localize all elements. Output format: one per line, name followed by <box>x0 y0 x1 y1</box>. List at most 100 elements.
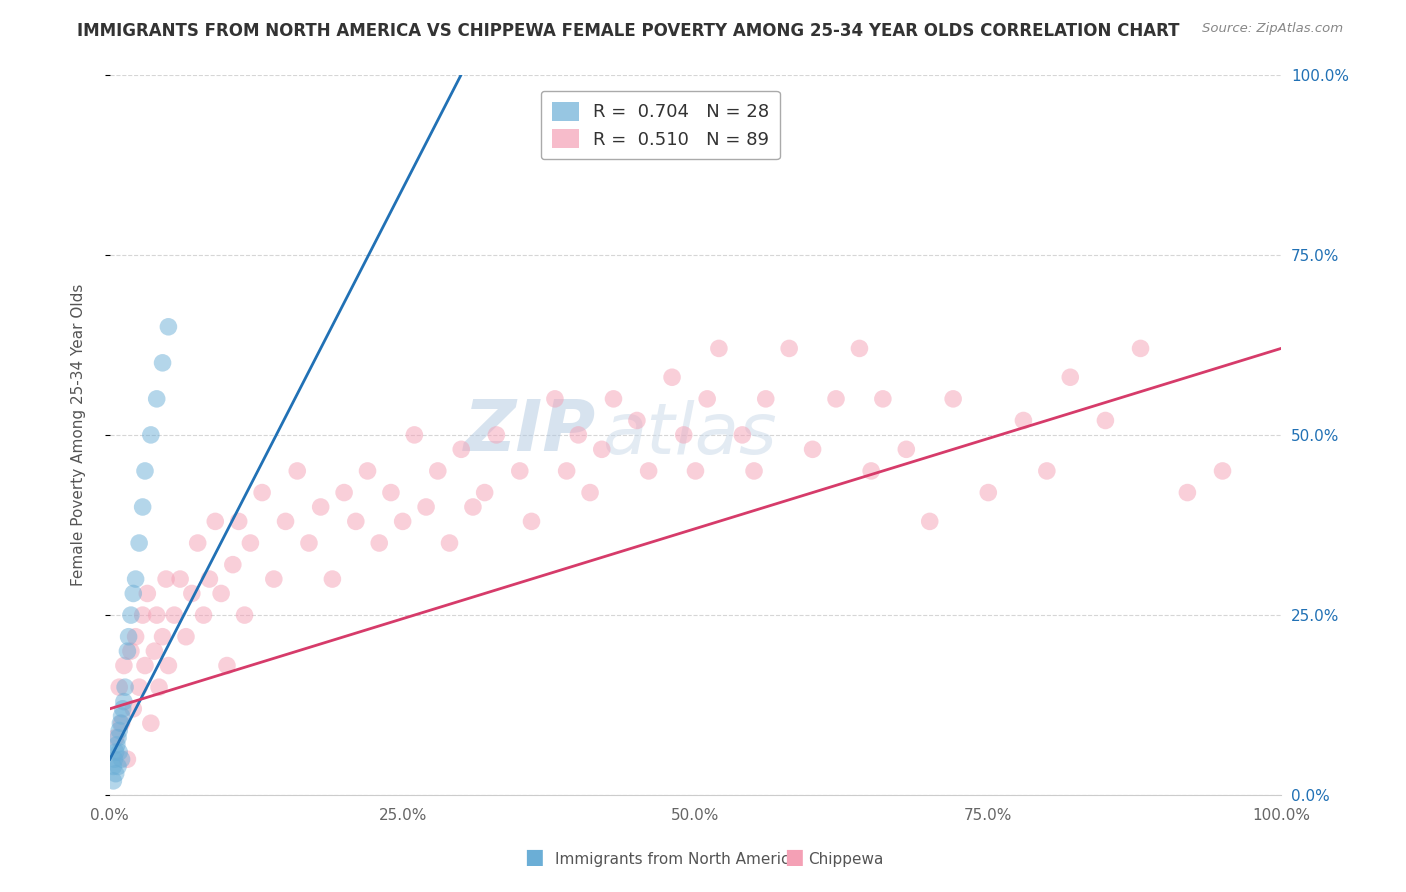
Point <box>104 731 127 745</box>
Point <box>485 428 508 442</box>
Point <box>110 716 132 731</box>
Point <box>155 572 177 586</box>
Point <box>139 716 162 731</box>
Point <box>250 485 273 500</box>
Point <box>263 572 285 586</box>
Point <box>544 392 567 406</box>
Point <box>742 464 765 478</box>
Point <box>105 738 128 752</box>
Point <box>114 680 136 694</box>
Point <box>626 413 648 427</box>
Point <box>209 586 232 600</box>
Point <box>1177 485 1199 500</box>
Point <box>637 464 659 478</box>
Point <box>163 608 186 623</box>
Point <box>128 536 150 550</box>
Point <box>157 319 180 334</box>
Point <box>896 442 918 457</box>
Point <box>112 658 135 673</box>
Point <box>108 745 131 759</box>
Point <box>672 428 695 442</box>
Point <box>368 536 391 550</box>
Point <box>122 586 145 600</box>
Point <box>110 752 132 766</box>
Point <box>333 485 356 500</box>
Point <box>555 464 578 478</box>
Point <box>942 392 965 406</box>
Point <box>193 608 215 623</box>
Point <box>274 515 297 529</box>
Point <box>228 515 250 529</box>
Point <box>755 392 778 406</box>
Point <box>117 644 139 658</box>
Point <box>239 536 262 550</box>
Point <box>1059 370 1081 384</box>
Point <box>685 464 707 478</box>
Point <box>474 485 496 500</box>
Point <box>152 356 174 370</box>
Point <box>107 759 129 773</box>
Point <box>139 428 162 442</box>
Point <box>124 630 146 644</box>
Point <box>848 342 870 356</box>
Point <box>285 464 308 478</box>
Point <box>120 644 142 658</box>
Point <box>1036 464 1059 478</box>
Point <box>591 442 613 457</box>
Point <box>131 500 153 514</box>
Point <box>108 680 131 694</box>
Point <box>117 630 139 644</box>
Point <box>131 608 153 623</box>
Point <box>233 608 256 623</box>
Text: ■: ■ <box>785 847 804 867</box>
Point <box>215 658 238 673</box>
Point <box>380 485 402 500</box>
Point <box>602 392 624 406</box>
Text: Immigrants from North America: Immigrants from North America <box>555 852 799 867</box>
Point <box>145 392 167 406</box>
Point <box>391 515 413 529</box>
Legend: R =  0.704   N = 28, R =  0.510   N = 89: R = 0.704 N = 28, R = 0.510 N = 89 <box>541 91 780 160</box>
Text: atlas: atlas <box>602 401 776 469</box>
Point <box>415 500 437 514</box>
Point <box>120 608 142 623</box>
Point <box>103 759 125 773</box>
Point <box>152 630 174 644</box>
Point <box>520 515 543 529</box>
Point <box>404 428 426 442</box>
Text: Chippewa: Chippewa <box>808 852 884 867</box>
Point <box>661 370 683 384</box>
Point <box>103 773 125 788</box>
Point <box>222 558 245 572</box>
Point <box>103 752 125 766</box>
Point <box>356 464 378 478</box>
Point <box>110 716 132 731</box>
Point <box>124 572 146 586</box>
Point <box>157 658 180 673</box>
Point <box>107 731 129 745</box>
Point <box>174 630 197 644</box>
Point <box>136 586 159 600</box>
Point <box>778 342 800 356</box>
Point <box>122 702 145 716</box>
Point <box>134 658 156 673</box>
Text: ZIP: ZIP <box>464 397 596 466</box>
Point <box>1012 413 1035 427</box>
Point <box>143 644 166 658</box>
Point <box>321 572 343 586</box>
Point <box>110 709 132 723</box>
Point <box>108 723 131 738</box>
Point <box>918 515 941 529</box>
Point <box>204 515 226 529</box>
Text: ■: ■ <box>524 847 544 867</box>
Text: IMMIGRANTS FROM NORTH AMERICA VS CHIPPEWA FEMALE POVERTY AMONG 25-34 YEAR OLDS C: IMMIGRANTS FROM NORTH AMERICA VS CHIPPEW… <box>77 22 1180 40</box>
Point <box>104 766 127 780</box>
Point <box>117 752 139 766</box>
Point <box>198 572 221 586</box>
Point <box>1129 342 1152 356</box>
Point <box>509 464 531 478</box>
Point <box>180 586 202 600</box>
Point <box>1094 413 1116 427</box>
Point <box>112 695 135 709</box>
Point <box>801 442 824 457</box>
